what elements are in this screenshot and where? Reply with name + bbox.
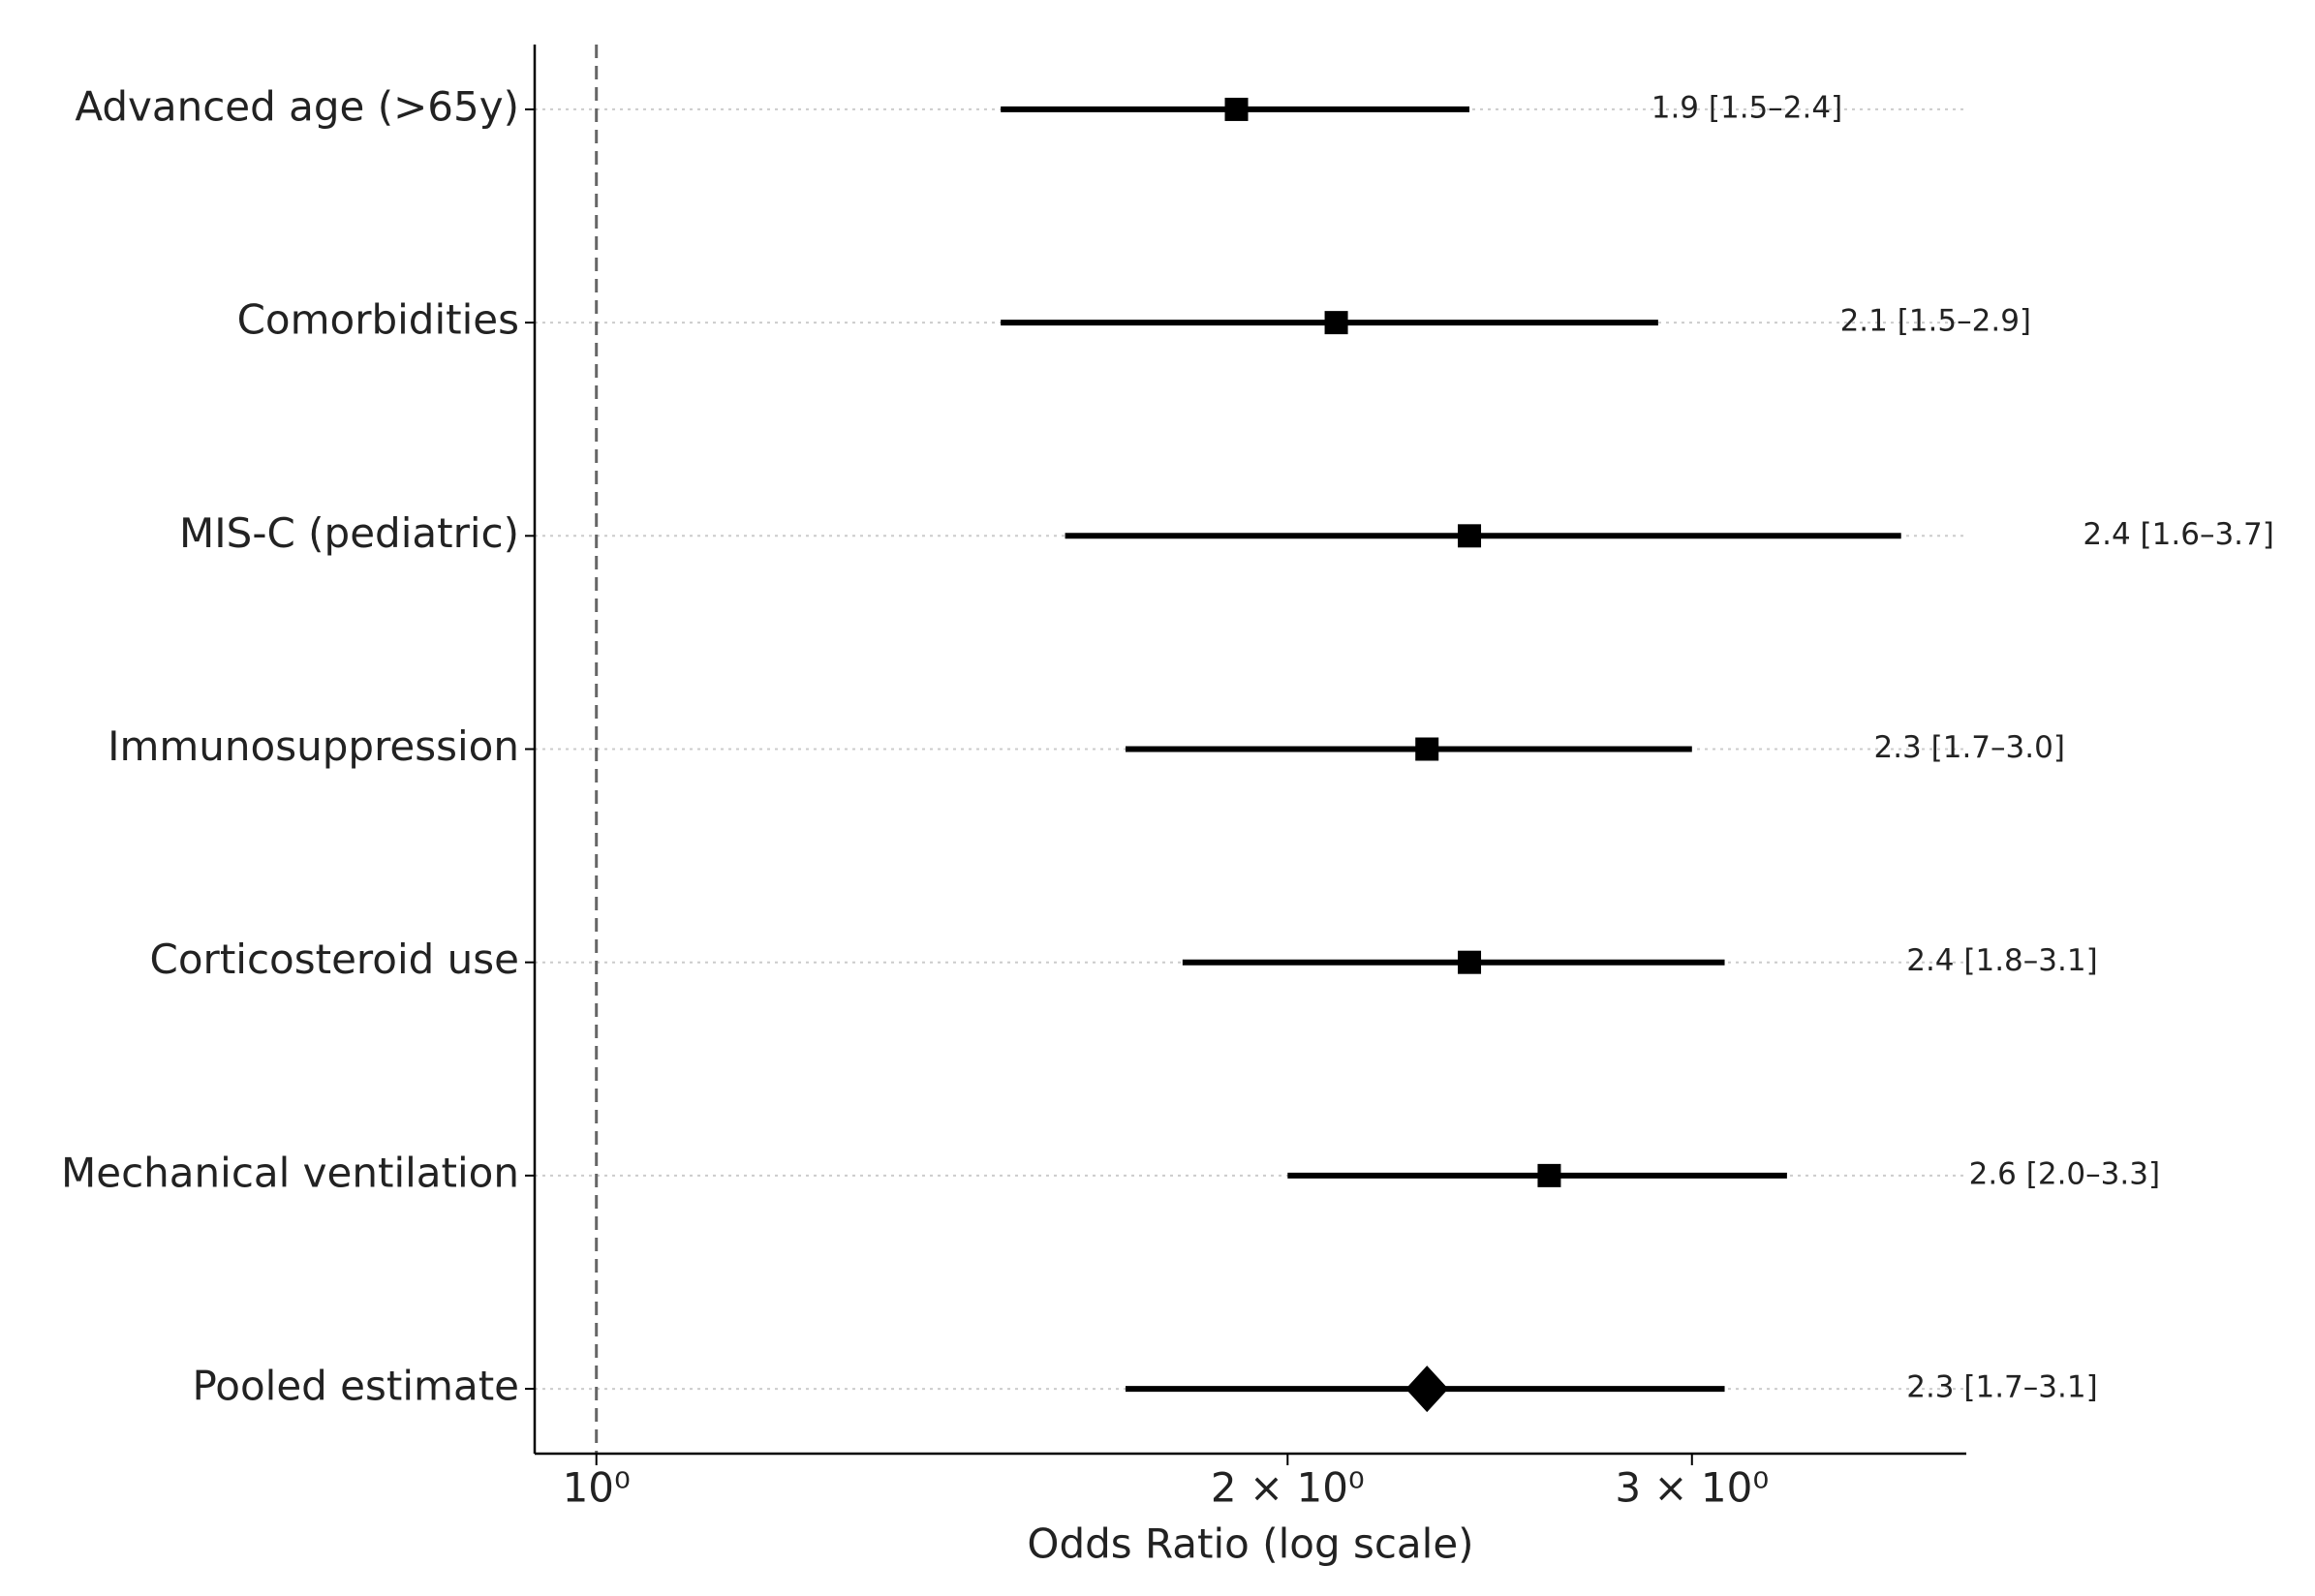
point-marker (1537, 1163, 1561, 1187)
value-label: 2.4 [1.6–3.7] (2083, 517, 2273, 552)
x-tick-label: 3 × 10⁰ (1615, 1464, 1769, 1512)
y-tick-label: MIS-C (pediatric) (179, 509, 519, 557)
x-tick-label: 10⁰ (563, 1464, 631, 1512)
y-tick-label: Corticosteroid use (150, 936, 519, 983)
value-label: 2.6 [2.0–3.3] (1969, 1156, 2160, 1191)
point-marker (1415, 737, 1439, 761)
y-tick-label: Pooled estimate (192, 1363, 519, 1410)
point-marker (1458, 950, 1482, 974)
value-label: 2.1 [1.5–2.9] (1840, 304, 2031, 339)
y-tick-label: Immunosuppression (108, 722, 519, 770)
point-marker (1458, 524, 1482, 548)
y-tick-label: Advanced age (>65y) (75, 82, 519, 130)
value-label: 2.3 [1.7–3.1] (1906, 1370, 2097, 1405)
y-tick-label: Mechanical ventilation (61, 1149, 519, 1196)
y-tick-label: Comorbidities (237, 296, 519, 344)
point-marker (1224, 97, 1249, 121)
point-marker (1405, 1366, 1449, 1413)
point-marker (1324, 311, 1348, 335)
value-label: 1.9 [1.5–2.4] (1651, 90, 1842, 125)
value-label: 2.3 [1.7–3.0] (1873, 730, 2064, 765)
x-axis-label: Odds Ratio (log scale) (1027, 1520, 1473, 1568)
x-tick-label: 2 × 10⁰ (1211, 1464, 1365, 1512)
value-label: 2.4 [1.8–3.1] (1906, 943, 2097, 978)
